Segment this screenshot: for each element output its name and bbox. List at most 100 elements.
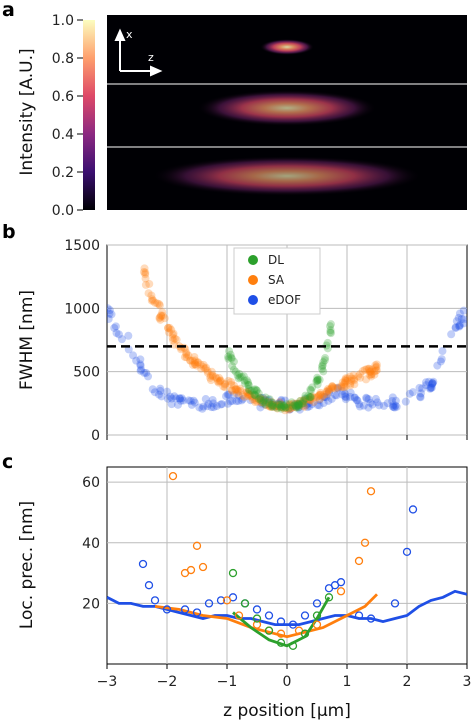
scatter-point-edof — [239, 394, 248, 403]
scatter-point-sa — [367, 370, 376, 379]
scatter-point-sa — [233, 385, 242, 394]
scatter-point-sa — [212, 374, 221, 383]
scatter-point-sa — [289, 399, 298, 408]
scatter-point-dl — [250, 385, 259, 394]
scatter-point-sa — [192, 361, 201, 370]
line-sa — [154, 593, 378, 639]
scatter-point-edof — [427, 380, 436, 389]
scatter-point-sa — [206, 371, 215, 380]
scatter-point-dl — [284, 403, 293, 412]
scatter-point-edof — [223, 390, 232, 399]
scatter-point-edof — [107, 304, 112, 313]
ticks-b: 0 500 1000 1500 — [64, 238, 468, 444]
scatter-point-edof — [362, 394, 371, 403]
scatter-point-sa — [257, 398, 266, 407]
scatter-point-sa — [343, 376, 352, 385]
scatter-point-dl — [274, 400, 283, 409]
scatter-point-edof — [224, 390, 233, 399]
scatter-point-sa — [371, 363, 380, 372]
scatter-point-sa — [368, 365, 377, 374]
scatter-point-edof — [350, 393, 359, 402]
scatter-point-sa — [340, 378, 349, 387]
scatter-point-edof — [459, 306, 467, 315]
scatter-point-sa — [292, 399, 301, 408]
scatter-point-edof — [416, 389, 425, 398]
scatter-point-sa — [256, 398, 265, 407]
scatter-point-edof — [346, 392, 355, 401]
scatter-point-dl — [250, 390, 259, 399]
scatter-point-dl — [261, 400, 270, 409]
scatter-point-sa — [343, 374, 352, 383]
scatter-point-sa — [356, 369, 365, 378]
scatter-point-edof — [451, 324, 460, 333]
scatter-point-edof — [263, 396, 272, 405]
scatter-point-sa — [306, 396, 315, 405]
scatter-point-dl — [292, 403, 301, 412]
scatter-point-edof — [189, 396, 198, 405]
scatter-point-dl — [294, 403, 303, 412]
scatter-point-sa — [275, 398, 284, 407]
scatter-point-sa — [215, 377, 224, 386]
point-dl — [312, 611, 322, 620]
colorbar-tick-label: 0.6 — [52, 89, 74, 105]
point-dl — [300, 629, 310, 638]
scatter-point-edof — [258, 393, 267, 402]
scatter-point-sa — [203, 368, 212, 377]
scatter-point-dl — [261, 393, 270, 402]
ytick-b: 500 — [73, 365, 100, 381]
scatter-point-sa — [220, 380, 229, 389]
scatter-point-edof — [324, 396, 333, 405]
scatter-point-sa — [284, 402, 293, 411]
scatter-point-sa — [274, 402, 283, 411]
scatter-point-sa — [207, 376, 216, 385]
scatter-point-edof — [302, 401, 311, 410]
scatter-point-sa — [170, 334, 179, 343]
scatter-point-edof — [303, 400, 312, 409]
scatter-point-edof — [436, 357, 445, 366]
scatter-point-edof — [427, 383, 436, 392]
scatter-point-sa — [362, 365, 371, 374]
scatter-point-sa — [224, 376, 233, 385]
scatter-point-edof — [167, 394, 176, 403]
scatter-point-dl — [291, 401, 300, 410]
scatter-point-sa — [349, 371, 358, 380]
scatter-point-dl — [244, 381, 253, 390]
scatter-point-edof — [261, 400, 270, 409]
scatter-point-dl — [256, 396, 265, 405]
scatter-point-edof — [422, 381, 431, 390]
scatter-point-sa — [158, 311, 167, 320]
scatter-point-sa — [291, 403, 300, 412]
scatter-point-edof — [163, 394, 172, 403]
scatter-point-sa — [139, 268, 148, 277]
scatter-point-dl — [293, 399, 302, 408]
scatter-point-sa — [323, 390, 332, 399]
scatter-point-sa — [329, 383, 338, 392]
scatter-point-edof — [320, 392, 329, 401]
scatter-point-edof — [428, 379, 437, 388]
scatter-point-sa — [324, 384, 333, 393]
scatter-point-edof — [392, 402, 401, 411]
scatter-point-edof — [290, 399, 299, 408]
scatter-point-sa — [243, 389, 252, 398]
scatter-point-sa — [316, 390, 325, 399]
scatter-point-dl — [254, 389, 263, 398]
scatter-point-sa — [236, 384, 245, 393]
scatter-point-edof — [111, 322, 120, 331]
panel-c: 20 40 60 −3 −2 −1 0 1 2 3 Loc. prec. [nm] z posit… — [17, 466, 471, 721]
legend-edof-marker — [248, 295, 258, 305]
scatter-point-sa — [199, 360, 208, 369]
scatter-point-edof — [203, 402, 212, 411]
scatter-point-dl — [240, 376, 249, 385]
scatter-point-sa — [148, 295, 157, 304]
scatter-point-edof — [418, 384, 427, 393]
scatter-point-sa — [240, 392, 249, 401]
scatter-point-sa — [157, 312, 166, 321]
scatter-point-sa — [232, 389, 241, 398]
scatter-point-dl — [241, 379, 250, 388]
scatter-point-edof — [320, 392, 329, 401]
ytick-c: 20 — [82, 596, 100, 612]
scatter-point-dl — [294, 401, 303, 410]
scatter-point-dl — [277, 400, 286, 409]
scatter-point-sa — [144, 289, 153, 298]
scatter-point-edof — [304, 399, 313, 408]
